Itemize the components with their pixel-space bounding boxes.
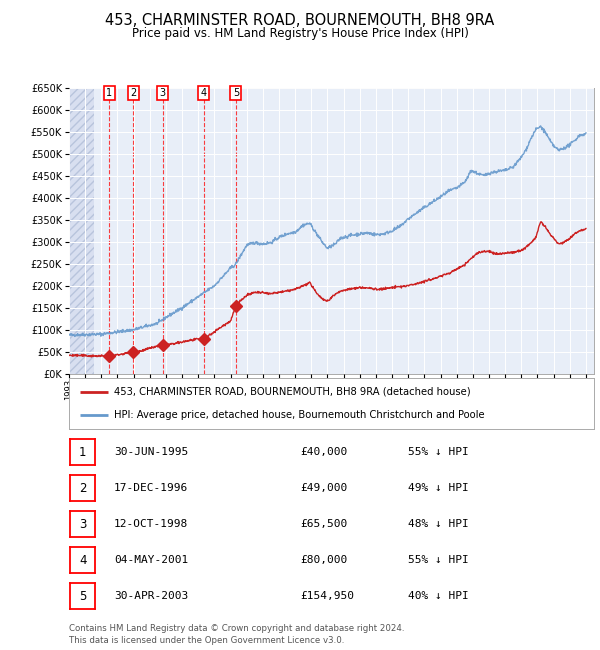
Text: 49% ↓ HPI: 49% ↓ HPI (408, 483, 469, 493)
Text: Price paid vs. HM Land Registry's House Price Index (HPI): Price paid vs. HM Land Registry's House … (131, 27, 469, 40)
Text: 04-MAY-2001: 04-MAY-2001 (114, 555, 188, 566)
Text: 30-APR-2003: 30-APR-2003 (114, 592, 188, 601)
Text: 4: 4 (79, 554, 86, 567)
Text: 12-OCT-1998: 12-OCT-1998 (114, 519, 188, 529)
Text: £80,000: £80,000 (300, 555, 347, 566)
Text: 30-JUN-1995: 30-JUN-1995 (114, 447, 188, 457)
Text: £65,500: £65,500 (300, 519, 347, 529)
Text: 17-DEC-1996: 17-DEC-1996 (114, 483, 188, 493)
Text: 3: 3 (160, 88, 166, 98)
Text: 453, CHARMINSTER ROAD, BOURNEMOUTH, BH8 9RA: 453, CHARMINSTER ROAD, BOURNEMOUTH, BH8 … (106, 13, 494, 28)
Text: 48% ↓ HPI: 48% ↓ HPI (408, 519, 469, 529)
Text: 40% ↓ HPI: 40% ↓ HPI (408, 592, 469, 601)
Text: 2: 2 (130, 88, 136, 98)
Text: £49,000: £49,000 (300, 483, 347, 493)
Text: £154,950: £154,950 (300, 592, 354, 601)
Text: 453, CHARMINSTER ROAD, BOURNEMOUTH, BH8 9RA (detached house): 453, CHARMINSTER ROAD, BOURNEMOUTH, BH8 … (113, 387, 470, 397)
Bar (69, 88, 94, 374)
Text: HPI: Average price, detached house, Bournemouth Christchurch and Poole: HPI: Average price, detached house, Bour… (113, 410, 484, 421)
Text: Contains HM Land Registry data © Crown copyright and database right 2024.
This d: Contains HM Land Registry data © Crown c… (69, 624, 404, 645)
Text: £40,000: £40,000 (300, 447, 347, 457)
Text: 1: 1 (106, 88, 112, 98)
Text: 5: 5 (233, 88, 239, 98)
Text: 55% ↓ HPI: 55% ↓ HPI (408, 447, 469, 457)
Text: 55% ↓ HPI: 55% ↓ HPI (408, 555, 469, 566)
Text: 2: 2 (79, 482, 86, 495)
Text: 3: 3 (79, 517, 86, 530)
Text: 5: 5 (79, 590, 86, 603)
Text: 1: 1 (79, 446, 86, 459)
Text: 4: 4 (200, 88, 207, 98)
